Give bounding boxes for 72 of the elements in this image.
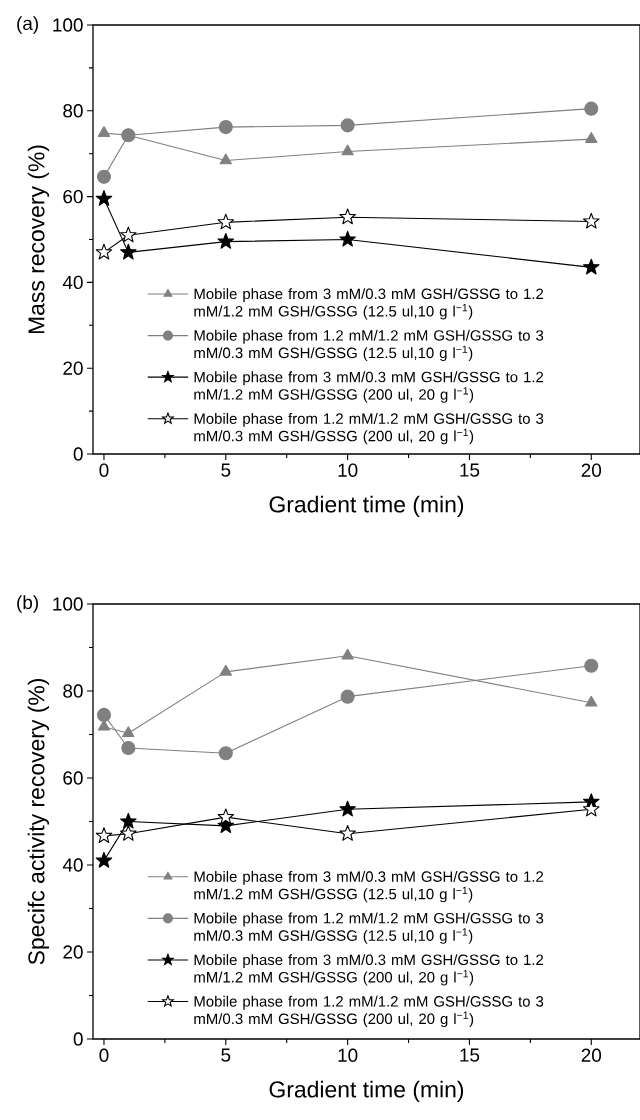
point	[585, 695, 598, 707]
y-tick-label: 40	[62, 275, 83, 290]
point	[121, 740, 136, 756]
x-tick-label: 10	[338, 1048, 358, 1062]
y-axis-title: Mass recovery (%)	[27, 145, 50, 334]
legend-label: Mobile phase from 3 mM/0.3 mM GSH/GSSG to 1.2 mM/1.2 mM GSH/GSSG (200 ul, 20 g l$^{−1}$)	[194, 371, 544, 403]
point	[97, 126, 111, 137]
point	[120, 226, 137, 243]
point	[341, 648, 354, 660]
point	[95, 851, 113, 868]
point	[583, 800, 600, 817]
point	[339, 800, 356, 817]
point	[340, 118, 355, 133]
point	[339, 208, 356, 225]
point	[339, 230, 356, 247]
y-tick-label: 60	[63, 771, 83, 785]
legend-label: Mobile phase from 1.2 mM/1.2 mM GSH/GSSG to 3 mM/0.3 mM GSH/GSSG (12.5 ul,10 g l$^{−1}$)	[194, 912, 544, 944]
x-tick-label: 15	[460, 463, 480, 477]
y-axis-title: Specifc activity recovery (%)	[27, 679, 50, 965]
point	[218, 746, 233, 761]
x-tick-label: 10	[338, 463, 358, 477]
text: (a)	[17, 16, 38, 34]
point	[583, 212, 600, 229]
point	[217, 808, 235, 825]
point	[120, 243, 137, 260]
point	[95, 190, 113, 206]
legend-label: Mobile phase from 1.2 mM/1.2 mM GSH/GSSG to 3 mM/0.3 mM GSH/GSSG (200 ul, 20 g l$^{−1}$)	[194, 995, 544, 1028]
legend-label: Mobile phase from 1.2 mM/1.2 mM GSH/GSSG to 3 mM/0.3 mM GSH/GSSG (200 ul, 20 g l$^{−1}$)	[194, 412, 544, 445]
x-tick-label: 20	[581, 463, 602, 477]
x-tick-label: 20	[581, 1048, 602, 1062]
x-tick-label: 0	[99, 1048, 109, 1062]
y-tick-label: 60	[63, 189, 83, 204]
y-tick-label: 100	[53, 597, 83, 611]
x-tick-label: 5	[221, 1048, 231, 1062]
point	[95, 827, 113, 843]
legend-label: Mobile phase from 3 mM/0.3 mM GSH/GSSG to 1.2 mM/1.2 mM GSH/GSSG (12.5 ul,10 g l$^{−1}$)	[194, 288, 544, 320]
point	[585, 132, 598, 143]
text: (b)	[17, 595, 38, 613]
legend-label: Mobile phase from 3 mM/0.3 mM GSH/GSSG to 1.2 mM/1.2 mM GSH/GSSG (200 ul, 20 g l$^{−1}$)	[194, 954, 544, 986]
y-tick-label: 0	[73, 1032, 83, 1046]
x-tick-label: 5	[221, 463, 231, 477]
point	[122, 726, 135, 737]
point	[218, 120, 233, 135]
point	[583, 258, 600, 275]
point	[217, 213, 235, 230]
point	[120, 812, 137, 829]
point	[120, 825, 137, 841]
point	[96, 707, 112, 722]
y-tick-label: 80	[63, 684, 83, 698]
x-axis-title: Gradient time (min)	[269, 495, 464, 518]
y-tick-label: 20	[63, 361, 83, 375]
y-tick-label: 80	[63, 104, 83, 118]
point	[217, 232, 235, 249]
point	[340, 689, 355, 704]
point	[96, 169, 112, 184]
x-tick-label: 15	[460, 1048, 480, 1062]
legend-label: Mobile phase from 1.2 mM/1.2 mM GSH/GSSG to 3 mM/0.3 mM GSH/GSSG (12.5 ul,10 g l$^{−1}$)	[194, 329, 544, 362]
point	[341, 144, 354, 156]
point	[219, 153, 232, 165]
point	[219, 664, 232, 676]
y-tick-label: 40	[62, 858, 83, 872]
y-tick-label: 0	[73, 447, 83, 461]
y-tick-label: 20	[63, 945, 83, 959]
x-tick-label: 0	[99, 463, 109, 477]
legend-label: Mobile phase from 3 mM/0.3 mM GSH/GSSG to 1.2 mM/1.2 mM GSH/GSSG (12.5 ul,10 g l$^{−1}$)	[194, 870, 544, 903]
y-tick-label: 100	[53, 18, 83, 32]
point	[584, 658, 599, 673]
point	[97, 719, 111, 731]
x-axis-title: Gradient time (min)	[269, 1080, 464, 1103]
point	[95, 243, 113, 260]
point	[584, 101, 599, 116]
point	[339, 825, 356, 841]
